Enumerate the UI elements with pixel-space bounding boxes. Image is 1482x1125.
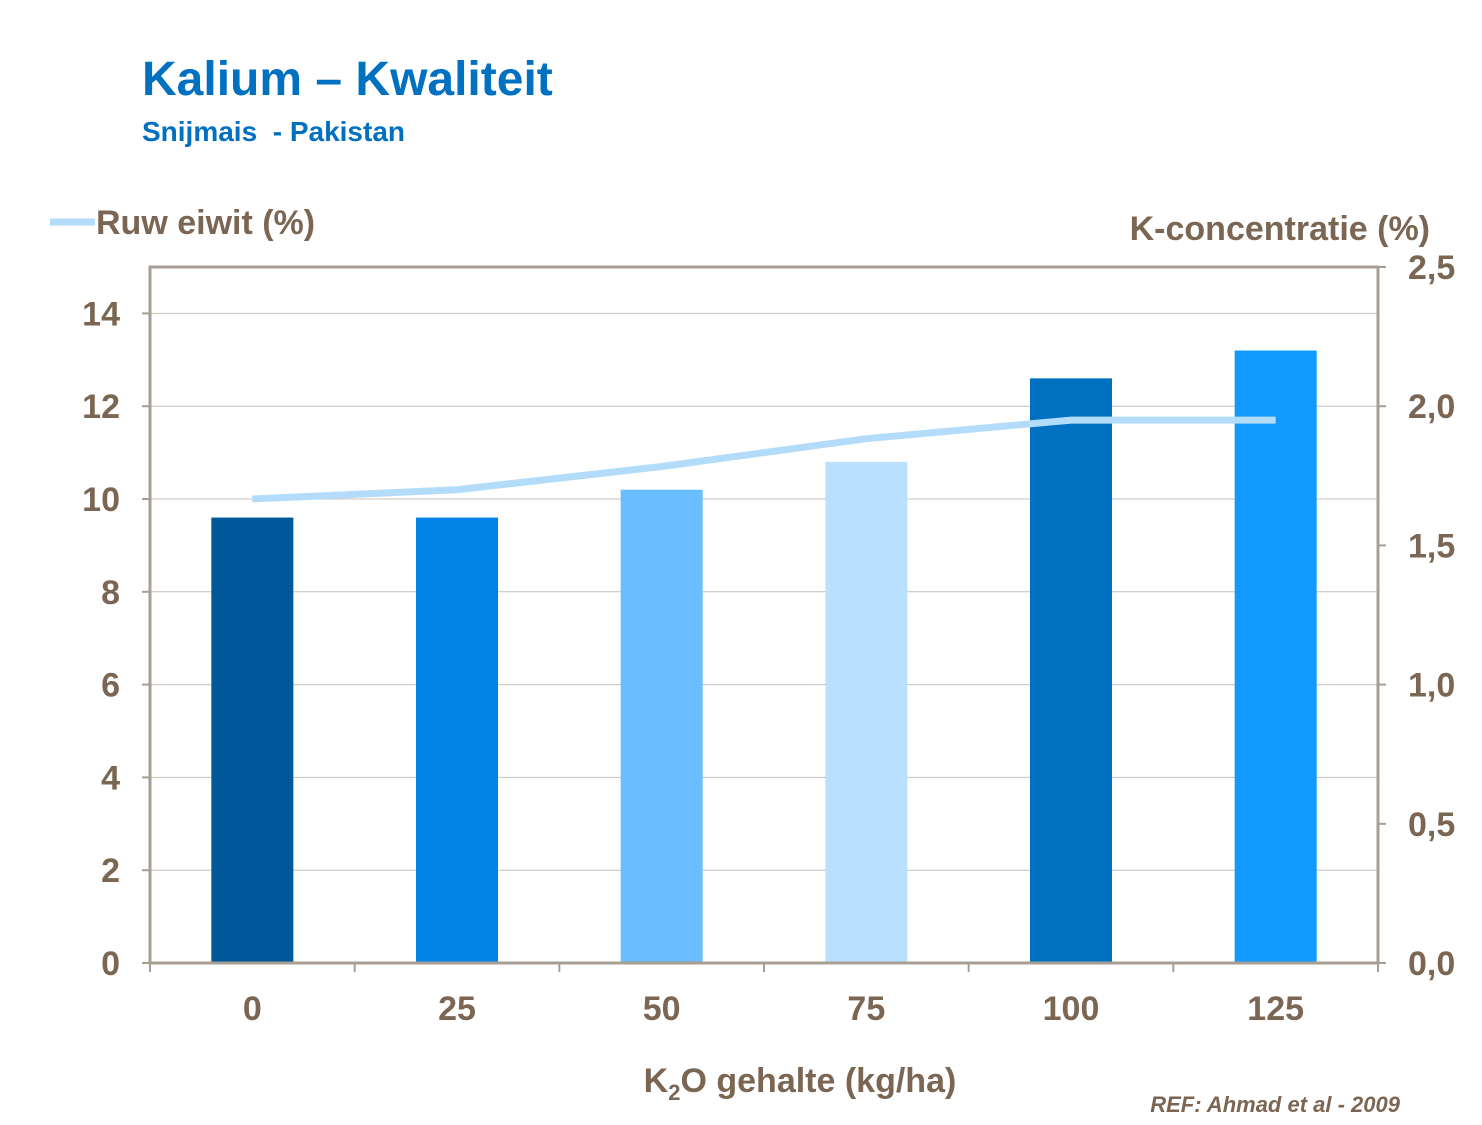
left-tick-label: 12	[82, 388, 120, 426]
left-tick-label: 10	[82, 481, 120, 519]
bar-75	[825, 461, 908, 963]
left-tick-label: 4	[101, 759, 120, 797]
x-tick-label: 0	[243, 990, 262, 1028]
x-tick-label: 125	[1247, 990, 1304, 1028]
bar-125	[1234, 350, 1317, 963]
left-tick-label: 6	[101, 667, 120, 705]
right-tick-label: 0,5	[1408, 806, 1455, 844]
x-tick-label: 50	[643, 990, 681, 1028]
right-tick-label: 0,0	[1408, 945, 1455, 983]
right-axis-title: K-concentratie (%)	[1130, 210, 1430, 248]
bar-25	[416, 517, 498, 963]
reference: REF: Ahmad et al - 2009	[1150, 1092, 1400, 1117]
right-tick-label: 1,5	[1408, 527, 1455, 565]
legend-label: Ruw eiwit (%)	[96, 204, 315, 242]
page-subtitle: Snijmais - Pakistan	[142, 116, 405, 147]
x-tick-label: 25	[438, 990, 476, 1028]
plot-frame	[148, 265, 1380, 965]
right-tick-label: 2,5	[1408, 249, 1455, 287]
x-tick-label: 75	[847, 990, 885, 1028]
bar-50	[620, 489, 703, 963]
left-tick-label: 2	[101, 852, 120, 890]
bar-0	[211, 517, 294, 963]
x-tick-label: 100	[1043, 990, 1100, 1028]
right-tick-label: 1,0	[1408, 667, 1455, 705]
right-tick-label: 2,0	[1408, 388, 1455, 426]
bar-100	[1030, 378, 1112, 963]
x-axis-title: K2O gehalte (kg/ha)	[644, 1062, 957, 1105]
left-tick-label: 14	[82, 295, 120, 333]
left-tick-label: 0	[101, 945, 120, 983]
line-ruw-eiwit	[252, 416, 1276, 503]
page-title: Kalium – Kwaliteit	[142, 53, 553, 106]
left-tick-label: 8	[101, 574, 120, 612]
